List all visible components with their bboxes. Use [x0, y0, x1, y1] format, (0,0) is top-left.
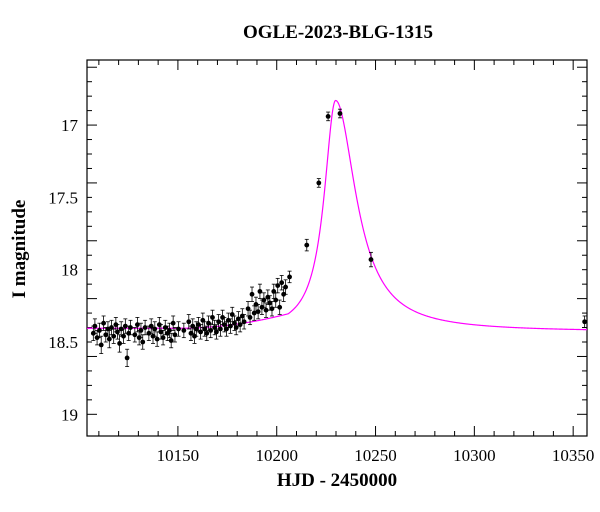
data-point [232, 320, 237, 326]
data-point [170, 320, 176, 326]
y-tick-label: 18.5 [48, 333, 78, 352]
data-point [275, 283, 281, 288]
x-tick-label: 10350 [552, 446, 595, 465]
data-point [97, 328, 102, 333]
data-point [128, 325, 133, 330]
data-point [337, 111, 343, 116]
data-point [212, 325, 218, 330]
data-point [101, 320, 107, 326]
axis-ticks [87, 60, 587, 436]
plot-frame [86, 59, 588, 437]
data-point [255, 309, 261, 315]
y-tick-label: 18 [61, 261, 78, 280]
data-point [208, 328, 214, 333]
data-points [90, 108, 588, 367]
data-point [273, 297, 279, 303]
data-point [140, 339, 146, 345]
data-point [193, 326, 199, 332]
model-curve [87, 99, 587, 331]
data-point [190, 323, 196, 329]
data-point [253, 302, 259, 307]
x-tick-label: 10300 [453, 446, 496, 465]
data-point [92, 323, 98, 329]
data-point [94, 335, 100, 341]
data-point [247, 315, 253, 320]
data-point [198, 329, 204, 335]
data-point [196, 322, 201, 328]
data-point [117, 341, 123, 346]
data-point [241, 319, 247, 325]
data-point [283, 284, 289, 290]
data-point [325, 114, 331, 119]
data-point [122, 323, 128, 329]
data-point [261, 297, 267, 303]
data-point [121, 333, 126, 339]
data-point [134, 322, 140, 328]
data-point [181, 328, 187, 333]
data-point [279, 280, 285, 286]
data-point [111, 333, 117, 339]
data-point [167, 328, 172, 333]
data-point [176, 326, 181, 332]
y-axis-label: I magnitude [9, 199, 30, 299]
data-point [142, 325, 148, 330]
data-point [582, 319, 588, 325]
data-point [202, 326, 207, 332]
data-point [277, 304, 283, 310]
data-point [263, 307, 269, 313]
data-point [148, 323, 154, 329]
data-point [206, 320, 211, 326]
data-point [160, 335, 166, 341]
data-point [132, 332, 138, 338]
x-tick-label: 10200 [255, 446, 298, 465]
data-point [249, 291, 255, 297]
data-point [368, 257, 374, 262]
data-point [186, 319, 192, 325]
data-point [269, 306, 275, 312]
data-point [257, 288, 263, 294]
y-tick-label: 19 [61, 405, 78, 424]
data-point [304, 242, 310, 248]
data-point [146, 330, 152, 336]
data-point [152, 326, 158, 332]
data-point [124, 355, 130, 361]
x-axis-label: HJD - 2450000 [276, 470, 398, 491]
data-point [98, 342, 104, 348]
data-point [214, 329, 219, 335]
data-point [217, 326, 223, 332]
y-tick-label: 17 [61, 116, 79, 135]
data-point [316, 180, 322, 186]
data-point [210, 315, 215, 320]
axis-tick-labels: 10150 10200 10250 10300 10350 17 17.5 18 18.5 19 [48, 116, 594, 465]
data-point [287, 274, 292, 280]
x-tick-label: 10250 [354, 446, 397, 465]
data-point [106, 336, 112, 342]
chart-title: OGLE-2023-BLG-1315 [242, 22, 433, 43]
data-point [221, 322, 227, 328]
y-tick-label: 17.5 [48, 188, 78, 207]
data-point [172, 332, 178, 338]
data-point [138, 328, 144, 333]
data-point [168, 338, 174, 343]
data-point [204, 330, 210, 336]
data-point [115, 329, 120, 335]
data-point [228, 323, 233, 329]
x-tick-label: 10150 [157, 446, 200, 465]
data-point [118, 326, 124, 332]
data-point [154, 336, 160, 342]
